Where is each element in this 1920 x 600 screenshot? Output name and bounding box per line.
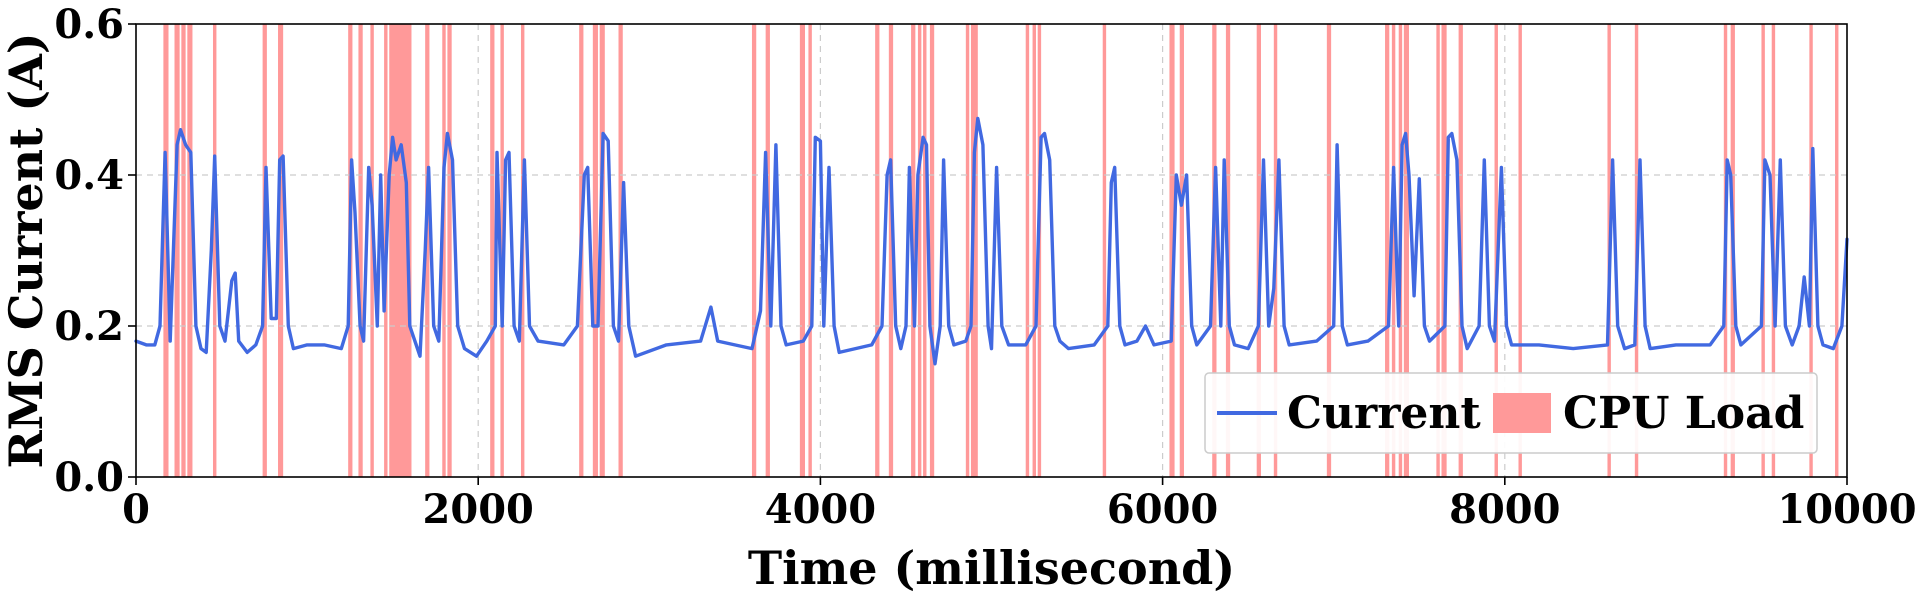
y-axis-label: RMS Current (A) [0,32,53,468]
cpu-load-band [1391,24,1396,477]
legend-current-label: Current [1287,388,1481,439]
cpu-load-band [1179,24,1184,477]
cpu-load-band [1436,24,1440,477]
cpu-load-band [1326,24,1332,477]
y-tick-label: 0.6 [54,1,124,48]
x-tick-label: 0 [122,486,150,533]
cpu-load-band [425,24,430,477]
cpu-load-band [1169,24,1175,477]
y-tick-label: 0.2 [54,303,124,350]
cpu-load-band [163,24,169,477]
x-axis-label: Time (millisecond) [748,541,1235,595]
cpu-load-band [799,24,806,477]
legend-cpu-load-label: CPU Load [1563,388,1804,439]
y-tick-label: 0.4 [54,152,124,199]
axis-ticks: 0 2000 4000 6000 8000 10000 0.0 0.2 0.4 0.6 [54,1,1916,533]
cpu-load-band [923,24,927,477]
current-series [134,116,1849,366]
cpu-load-band [1102,24,1107,477]
cpu-load-band [212,24,217,477]
cpu-load-band [965,24,970,477]
cpu-load-band [888,24,894,477]
cpu-load-band [490,24,495,477]
y-tick-label: 0.0 [54,454,124,501]
x-tick-label: 2000 [423,486,534,533]
cpu-load-band [1494,24,1498,477]
x-tick-label: 6000 [1107,486,1218,533]
cpu-load-band [1518,24,1522,477]
cpu-load-band [442,24,446,477]
cpu-load-band [1256,24,1261,477]
cpu-load-band [1025,24,1030,477]
cpu-load-band [278,24,284,477]
current-line [134,116,1849,366]
legend: Current CPU Load [1204,372,1818,454]
cpu-load-band [875,24,880,477]
cpu-load-band [389,24,412,477]
cpu-load-band [447,24,452,477]
cpu-load-band [917,24,922,477]
cpu-load-band [1835,24,1839,477]
cpu-load-band [174,24,180,477]
cpu-load-band [808,24,812,477]
cpu-load-band [592,24,598,477]
x-tick-label: 4000 [765,486,876,533]
cpu-load-band [1385,24,1390,477]
cpu-load-band [929,24,935,477]
cpu-load-band [187,24,193,477]
cpu-load-band [970,24,978,477]
x-tick-label: 8000 [1449,486,1560,533]
cpu-load-band [751,24,757,477]
cpu-load-band [181,24,186,477]
x-tick-label: 10000 [1777,486,1916,533]
plot-frame [135,23,1848,478]
cpu-load-band [599,24,605,477]
legend-cpu-load-swatch [1493,393,1551,433]
cpu-load-band [1403,24,1409,477]
cpu-load-band [1441,24,1447,477]
cpu-load-band [358,24,363,477]
cpu-load-band [370,24,374,477]
cpu-load-band [1032,24,1036,477]
